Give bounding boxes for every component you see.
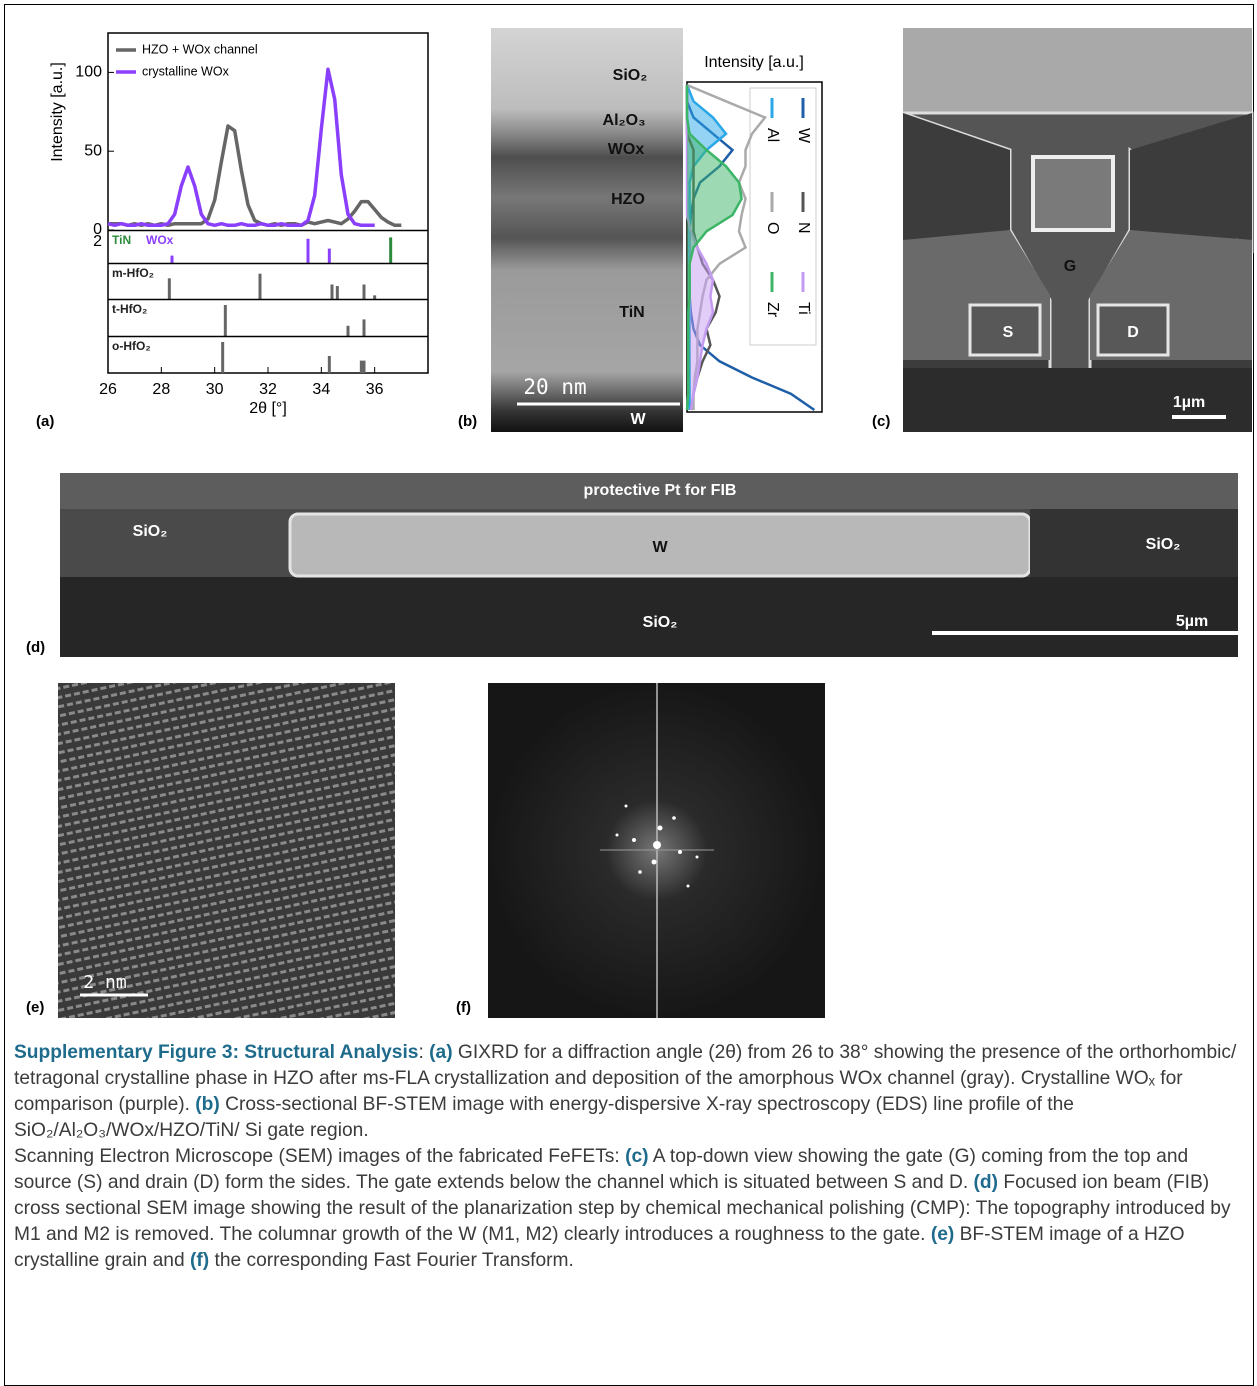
caption-paragraph: Scanning Electron Microscope (SEM) image…	[14, 1144, 1246, 1274]
legend-label: O	[764, 222, 781, 234]
panel-letter: (c)	[872, 413, 890, 430]
figure: (a) (b) (c) (d) (e) (f) 20 nm Intensity …	[0, 0, 1257, 1035]
data-line	[108, 69, 375, 225]
scale-label: 20 nm	[523, 375, 586, 399]
caption-text: Supplementary Figure 3: Structural Analy…	[14, 1042, 418, 1063]
gate-pad	[1033, 157, 1113, 230]
page: (a) (b) (c) (d) (e) (f) 20 nm Intensity …	[0, 0, 1257, 1374]
caption-text: (f)	[190, 1250, 209, 1271]
sem-region	[903, 28, 1252, 113]
reference-label: WOx	[146, 233, 174, 247]
caption-text: (d)	[974, 1172, 999, 1193]
fib-label: protective Pt for FIB	[584, 482, 737, 499]
legend-label: crystalline WOx	[142, 64, 230, 78]
caption-text: the corresponding Fast Fourier Transform…	[209, 1250, 574, 1271]
legend-label: N	[795, 222, 812, 234]
reference-label: t-HfO₂	[112, 302, 147, 316]
caption-text: :	[418, 1042, 429, 1063]
stem-image	[491, 28, 683, 432]
fib-label: SiO₂	[1146, 536, 1181, 553]
caption-text: (b)	[195, 1094, 220, 1115]
x-tick-label: 28	[152, 381, 170, 398]
reference-label: m-HfO₂	[112, 266, 154, 280]
reference-label: TiN	[112, 233, 131, 247]
layer-label: WOx	[608, 141, 645, 158]
stem-lattice-image	[58, 683, 395, 1018]
scale-label: 2 nm	[83, 972, 126, 993]
sem-label: S	[1003, 324, 1014, 341]
plot-frame	[108, 33, 428, 373]
sem-label: D	[1127, 324, 1139, 341]
y-tick-label: 100	[75, 64, 102, 81]
panel-letter: (d)	[26, 639, 45, 656]
legend-label: Ti	[795, 302, 812, 315]
fib-label: W	[652, 539, 668, 556]
reference-label: o-HfO₂	[112, 339, 151, 353]
legend-label: Al	[764, 128, 781, 142]
fib-label: SiO₂	[133, 523, 168, 540]
scale-label: 1µm	[1173, 394, 1205, 411]
layer-label: Al₂O₃	[603, 112, 646, 129]
y-tick-label: 50	[84, 142, 102, 159]
y-axis-label: Intensity [a.u.]	[49, 62, 66, 162]
caption-text: (e)	[931, 1224, 954, 1245]
caption-paragraph: Supplementary Figure 3: Structural Analy…	[14, 1040, 1246, 1144]
caption-text: (a)	[429, 1042, 452, 1063]
x-axis-label: 2θ [°]	[249, 400, 287, 417]
sio2-layer	[1030, 509, 1238, 577]
layer-label: TiN	[619, 304, 644, 321]
x-tick-label: 32	[259, 381, 277, 398]
panel-letter: (e)	[26, 999, 44, 1016]
panel-letter: (a)	[36, 413, 54, 430]
sem-label: G	[1064, 258, 1076, 275]
panel-letter: (f)	[456, 999, 471, 1016]
layer-label: SiO₂	[613, 67, 648, 84]
x-tick-label: 36	[366, 381, 384, 398]
layer-label: HZO	[611, 191, 645, 208]
layer-label: W	[630, 411, 646, 428]
fib-label: SiO₂	[643, 614, 678, 631]
x-tick-label: 30	[206, 381, 224, 398]
panel-letter: (b)	[458, 413, 477, 430]
reference-tick-label: 2	[93, 233, 102, 250]
x-tick-label: 34	[312, 381, 330, 398]
caption-text: (c)	[625, 1146, 648, 1167]
x-tick-label: 26	[99, 381, 117, 398]
eds-title: Intensity [a.u.]	[704, 54, 804, 71]
data-line	[108, 126, 401, 225]
scale-label: 5µm	[1176, 613, 1208, 630]
legend-label: Zr	[764, 302, 781, 318]
legend-label: HZO + WOx channel	[142, 42, 258, 56]
legend-label: W	[795, 128, 812, 144]
caption-text: Scanning Electron Microscope (SEM) image…	[14, 1146, 625, 1167]
caption: Supplementary Figure 3: Structural Analy…	[14, 1040, 1246, 1274]
